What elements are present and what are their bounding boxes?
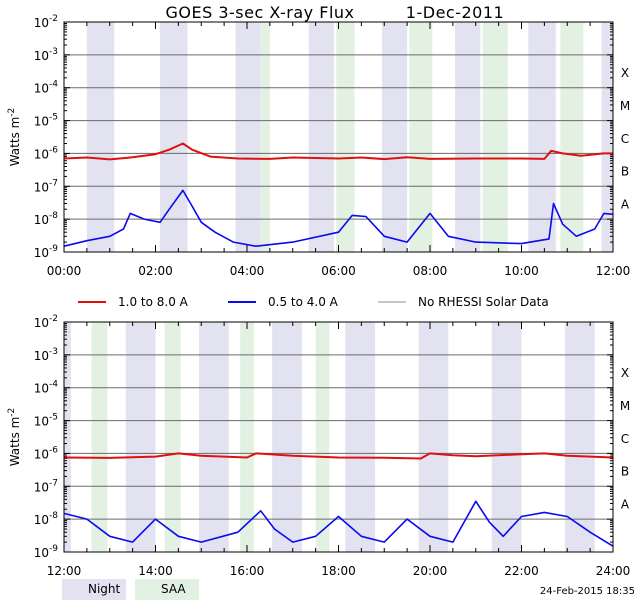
legend-night-swatch: [62, 579, 126, 600]
night-band: [86, 22, 115, 252]
y-tick-label: 10-2: [34, 314, 58, 330]
y-tick-label: 10-8: [34, 511, 59, 527]
chart-panel-top: 10-9 10-8 10-7 10-6 10-5 10-4 10-3 10-2 Watts m-…: [7, 14, 630, 278]
saa-band: [336, 22, 355, 252]
x-tick-label: 18:00: [321, 564, 356, 578]
series-line-short: [63, 500, 614, 547]
y-tick-label: 10-5: [34, 113, 58, 129]
y-tick-label: 10-4: [34, 80, 59, 96]
x-tick-label: 00:00: [47, 264, 82, 278]
night-band: [601, 22, 613, 252]
y-tick-label: 10-3: [34, 47, 58, 63]
night-band: [455, 22, 481, 252]
x-tick-label: 12:00: [596, 264, 631, 278]
legend-norhessi-label: No RHESSI Solar Data: [418, 295, 549, 309]
legend-saa-label: SAA: [161, 582, 186, 596]
footer-date: 24-Feb-2015 18:35: [540, 586, 635, 597]
saa-band: [91, 322, 108, 552]
flare-class-label: A: [621, 197, 630, 211]
chart-date: 1-Dec-2011: [406, 3, 504, 22]
legend-short-label: 0.5 to 4.0 A: [268, 295, 339, 309]
night-band: [381, 22, 408, 252]
night-band: [564, 322, 595, 552]
night-band: [198, 322, 229, 552]
shading-legend: Night SAA: [62, 579, 199, 600]
flare-class-label: C: [621, 432, 629, 446]
y-tick-label: 10-6: [34, 145, 59, 161]
night-band: [64, 322, 71, 552]
saa-band: [164, 322, 181, 552]
x-tick-label: 16:00: [230, 564, 265, 578]
flare-class-label: M: [620, 99, 630, 113]
flare-class-label: C: [621, 132, 629, 146]
legend-night-label: Night: [88, 582, 121, 596]
series-line-long: [63, 142, 613, 161]
flare-class-label: X: [621, 66, 629, 80]
y-axis-title: Watts m-2: [7, 408, 22, 467]
y-tick-label: 10-6: [34, 445, 59, 461]
flare-class-label: A: [621, 497, 630, 511]
y-tick-label: 10-3: [34, 347, 58, 363]
flare-class-label: M: [620, 399, 630, 413]
night-band: [491, 322, 522, 552]
saa-band: [260, 22, 270, 252]
saa-band: [482, 22, 508, 252]
chart-panel-bottom: 10-9 10-8 10-7 10-6 10-5 10-4 10-3 10-2 Watts m-…: [7, 314, 630, 578]
y-tick-label: 10-4: [34, 380, 59, 396]
x-tick-label: 22:00: [504, 564, 539, 578]
flare-class-label: B: [621, 165, 629, 179]
x-tick-label: 24:00: [596, 564, 631, 578]
x-tick-label: 10:00: [504, 264, 539, 278]
chart-title: GOES 3-sec X-ray Flux: [166, 3, 355, 22]
x-tick-label: 04:00: [230, 264, 265, 278]
series-legend: 1.0 to 8.0 A 0.5 to 4.0 A No RHESSI Sola…: [78, 295, 549, 309]
y-tick-label: 10-8: [34, 211, 59, 227]
y-tick-label: 10-9: [34, 244, 59, 260]
x-tick-label: 08:00: [413, 264, 448, 278]
night-band: [160, 22, 188, 252]
night-band: [418, 322, 449, 552]
x-tick-label: 06:00: [321, 264, 356, 278]
plot-frame: [63, 321, 614, 553]
legend-long-label: 1.0 to 8.0 A: [118, 295, 189, 309]
night-band: [125, 322, 156, 552]
x-tick-label: 20:00: [413, 564, 448, 578]
y-tick-label: 10-7: [34, 478, 58, 494]
x-tick-label: 02:00: [138, 264, 173, 278]
x-tick-label: 12:00: [47, 564, 82, 578]
night-band: [528, 22, 556, 252]
legend-saa-swatch: [135, 579, 199, 600]
y-tick-label: 10-9: [34, 544, 59, 560]
saa-band: [315, 322, 330, 552]
flare-class-label: X: [621, 366, 629, 380]
saa-band: [409, 22, 433, 252]
saa-band: [560, 22, 584, 252]
x-tick-label: 14:00: [138, 564, 173, 578]
saa-band: [240, 322, 254, 552]
plot-frame: [63, 21, 614, 253]
series-line-short: [63, 189, 614, 247]
night-band: [345, 322, 376, 552]
flare-class-label: B: [621, 465, 629, 479]
night-band: [272, 322, 302, 552]
y-tick-label: 10-5: [34, 413, 58, 429]
night-band: [308, 22, 334, 252]
night-band: [235, 22, 261, 252]
series-line-long: [63, 452, 614, 460]
y-axis-title: Watts m-2: [7, 108, 22, 167]
y-tick-label: 10-7: [34, 178, 58, 194]
y-tick-label: 10-2: [34, 14, 58, 30]
